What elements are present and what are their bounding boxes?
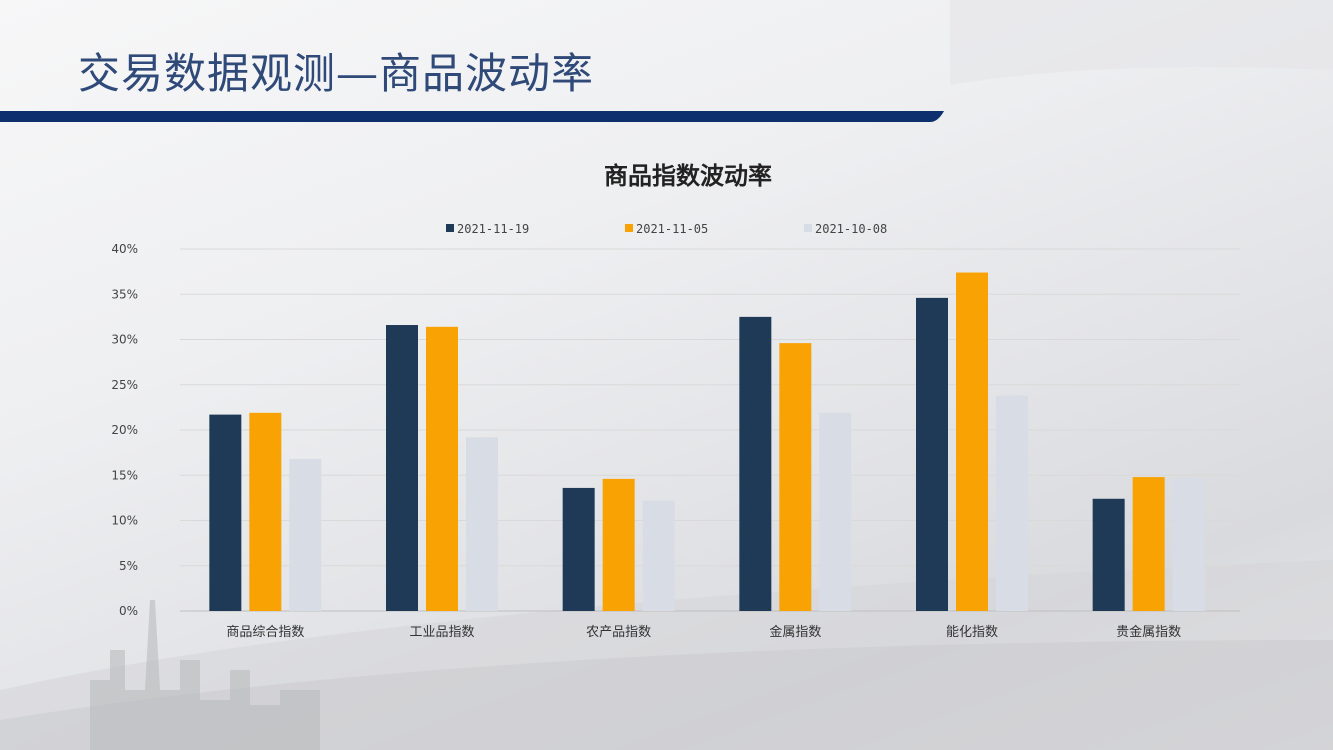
- y-tick-label: 5%: [119, 559, 138, 573]
- legend-swatch: [625, 224, 633, 232]
- legend-label: 2021-11-19: [457, 222, 529, 236]
- legend-swatch: [446, 224, 454, 232]
- chart-title: 商品指数波动率: [604, 162, 772, 190]
- bar: [956, 272, 988, 611]
- y-tick-label: 25%: [111, 378, 138, 392]
- bar: [289, 458, 322, 611]
- y-tick-label: 40%: [111, 242, 138, 256]
- y-tick-label: 30%: [111, 333, 138, 347]
- bar: [602, 478, 635, 611]
- category-label: 能化指数: [946, 625, 998, 640]
- y-tick-label: 20%: [111, 423, 138, 437]
- bar: [1132, 477, 1165, 611]
- title-underline-bar: [0, 111, 944, 122]
- page-title: 交易数据观测—商品波动率: [78, 49, 595, 98]
- bar: [916, 297, 948, 611]
- bar: [779, 343, 812, 611]
- category-label: 金属指数: [769, 624, 821, 640]
- bar: [386, 325, 418, 611]
- bar: [426, 326, 458, 611]
- category-label: 贵金属指数: [1116, 624, 1181, 640]
- bar: [996, 395, 1028, 611]
- y-tick-label: 10%: [111, 514, 138, 528]
- legend-label: 2021-10-08: [815, 222, 887, 236]
- bar: [1092, 498, 1125, 611]
- legend-label: 2021-11-05: [636, 222, 708, 236]
- bar: [739, 316, 772, 611]
- bar: [642, 500, 675, 611]
- category-label: 商品综合指数: [226, 625, 304, 640]
- legend-swatch: [804, 224, 812, 232]
- bar: [466, 437, 498, 611]
- bar: [562, 487, 595, 611]
- category-label: 农产品指数: [586, 625, 651, 640]
- y-tick-label: 35%: [111, 287, 138, 301]
- y-tick-label: 0%: [119, 604, 138, 618]
- bar: [209, 414, 242, 611]
- bar: [1172, 477, 1205, 611]
- category-label: 工业品指数: [409, 625, 474, 640]
- bar: [819, 412, 852, 611]
- bar: [249, 412, 282, 611]
- y-tick-label: 15%: [111, 468, 138, 482]
